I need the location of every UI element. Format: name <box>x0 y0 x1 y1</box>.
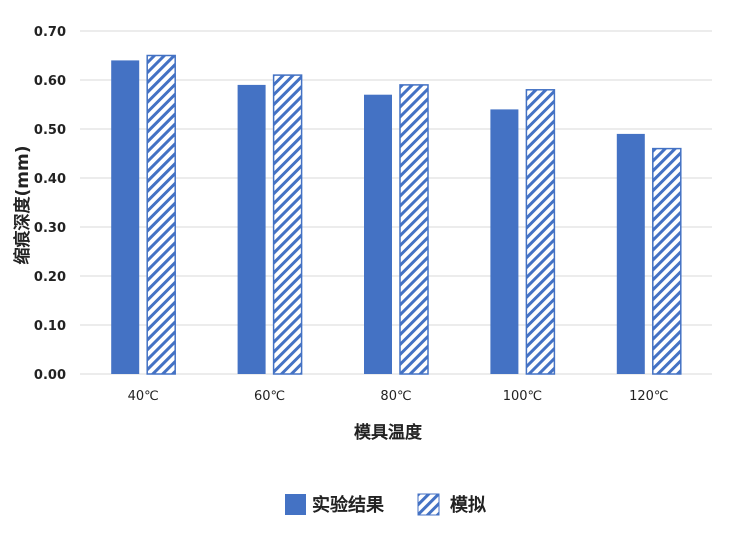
x-tick-label: 40℃ <box>128 389 159 404</box>
y-tick-label: 0.20 <box>34 270 66 285</box>
bar-experiment <box>616 133 645 374</box>
bar-simulation <box>525 89 556 375</box>
bar-simulation <box>146 54 176 375</box>
y-tick-label: 0.40 <box>34 172 66 187</box>
y-tick-label: 0.00 <box>34 368 66 383</box>
bar-simulation <box>399 84 429 375</box>
bar-experiment <box>364 94 392 374</box>
x-tick-label: 120℃ <box>629 389 668 404</box>
y-tick-label: 0.70 <box>34 25 66 40</box>
y-axis-label: 缩痕深度(mm) <box>12 146 33 265</box>
y-tick-label: 0.50 <box>34 123 66 138</box>
legend-label-experiment: 实验结果 <box>312 494 385 516</box>
legend-swatch-simulation <box>417 493 440 516</box>
legend: 实验结果 模拟 <box>285 493 486 516</box>
y-tick-label: 0.60 <box>34 74 66 89</box>
legend-swatch-experiment <box>285 494 306 515</box>
bar-simulation <box>652 147 682 375</box>
bar-experiment <box>490 109 519 375</box>
x-tick-label: 100℃ <box>503 389 542 404</box>
bar-simulation <box>272 74 303 375</box>
legend-label-simulation: 模拟 <box>450 494 486 516</box>
bar-experiment <box>237 84 266 375</box>
x-axis-label: 模具温度 <box>354 422 423 443</box>
x-tick-label: 80℃ <box>380 389 411 404</box>
y-tick-label: 0.10 <box>34 319 66 334</box>
x-tick-label: 60℃ <box>254 389 285 404</box>
bar-experiment <box>111 60 140 375</box>
y-tick-label: 0.30 <box>34 221 66 236</box>
